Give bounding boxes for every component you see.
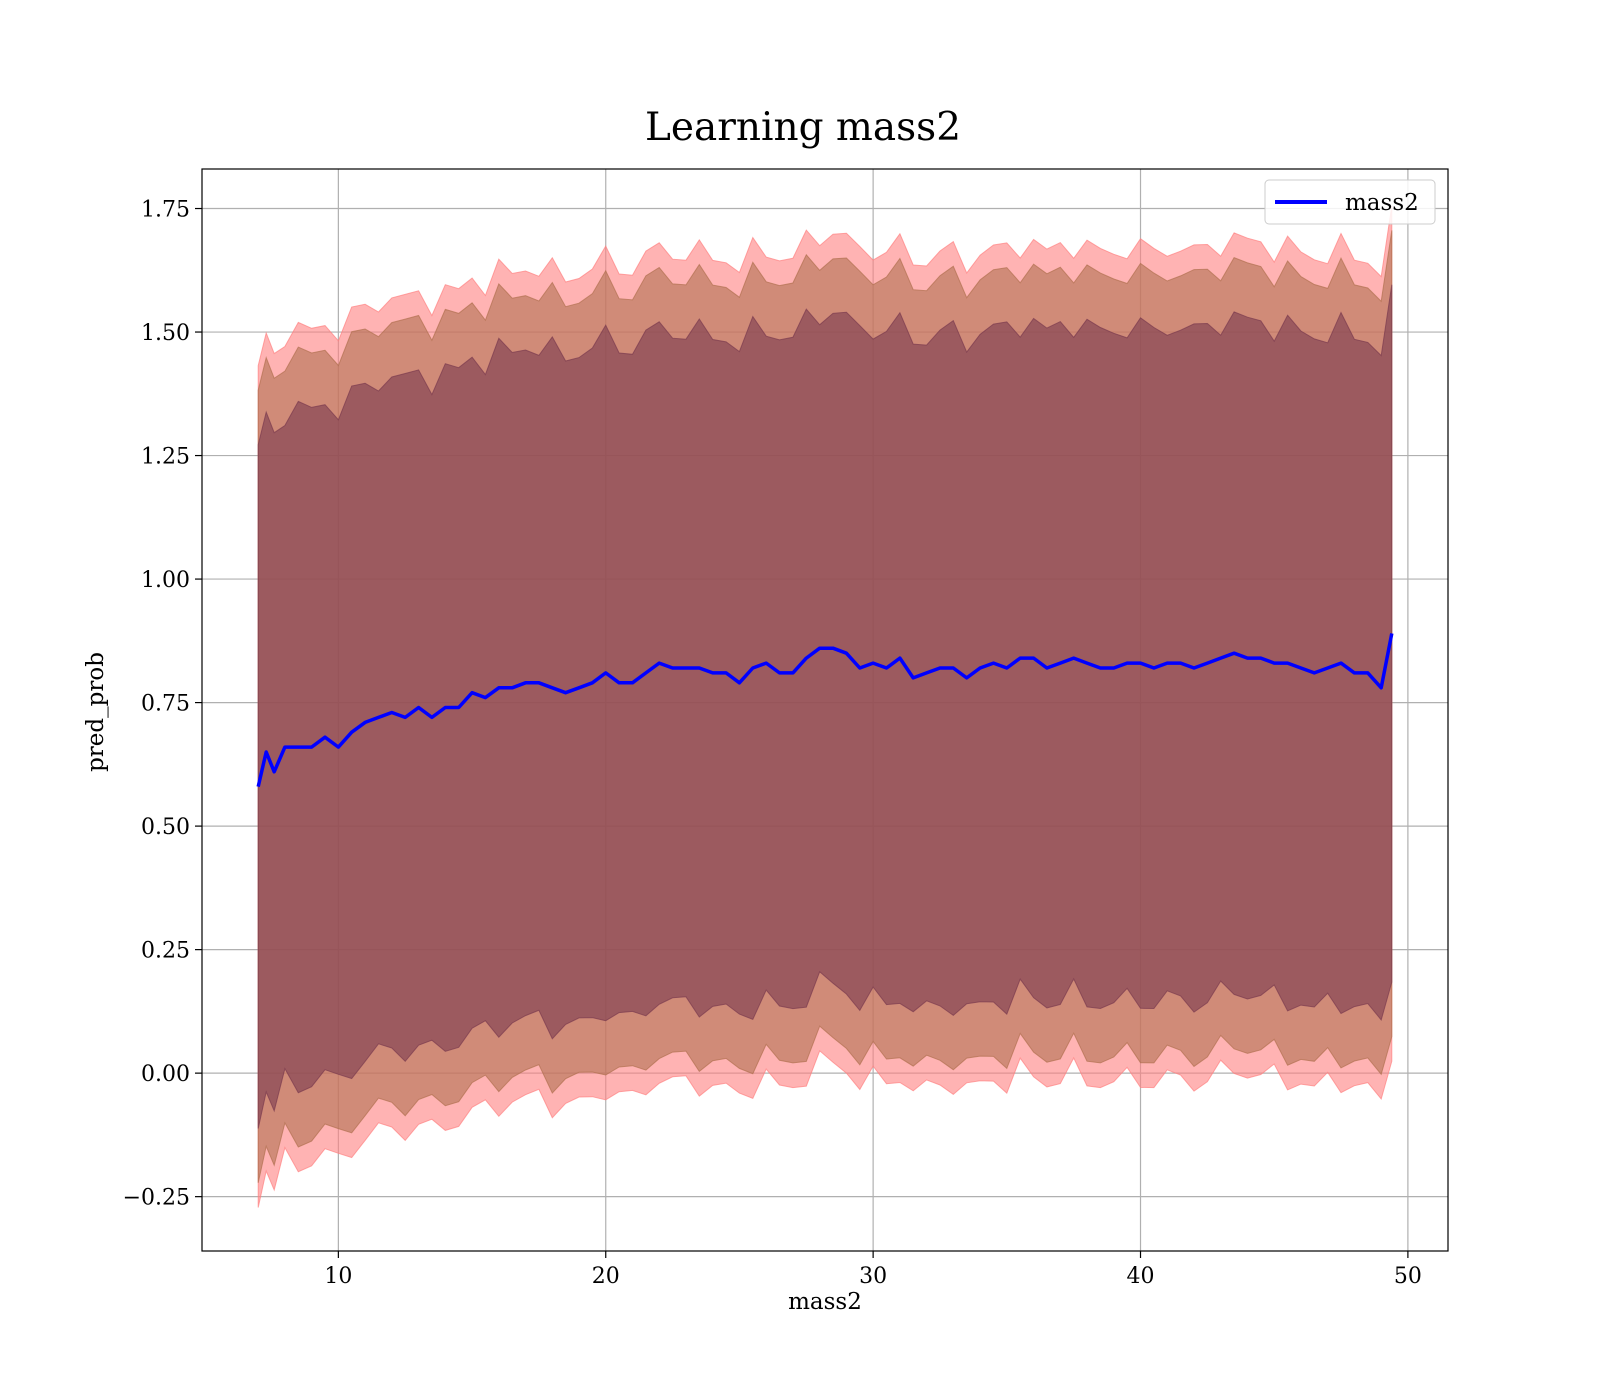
band-layer	[257, 205, 1393, 1208]
x-axis-label: mass2	[788, 1289, 862, 1315]
y-axis-label: pred_prob	[83, 652, 109, 772]
y-tick-label: −0.25	[123, 1186, 190, 1211]
y-tick-label: 0.25	[141, 939, 190, 964]
band-inner	[257, 284, 1393, 1129]
y-tick-label: 0.50	[141, 815, 190, 840]
y-tick-label: 0.75	[141, 692, 190, 717]
legend-box	[1264, 179, 1436, 225]
plot-frame	[201, 168, 1449, 1252]
y-tick-label: 0.00	[141, 1062, 190, 1087]
y-tick-label: 1.50	[141, 321, 190, 346]
legend: mass2	[1264, 179, 1436, 225]
x-tick-label: 30	[859, 1264, 887, 1289]
line-layer	[256, 633, 1394, 787]
y-tick-label: 1.00	[141, 568, 190, 593]
x-tick-label: 40	[1127, 1264, 1155, 1289]
y-tick-label: 1.75	[141, 198, 190, 223]
x-tick-label: 20	[592, 1264, 620, 1289]
y-tick-label: 1.25	[141, 445, 190, 470]
tick-layer: 10 20 30 40 50 −0.25 0.00 0.25 0.50 0.75 1.00 1.25 1…	[123, 198, 1422, 1289]
x-tick-label: 10	[324, 1264, 352, 1289]
series-line-mass2	[256, 633, 1394, 787]
x-tick-label: 50	[1394, 1264, 1422, 1289]
legend-label: mass2	[1345, 190, 1419, 216]
chart-title: Learning mass2	[645, 105, 961, 150]
